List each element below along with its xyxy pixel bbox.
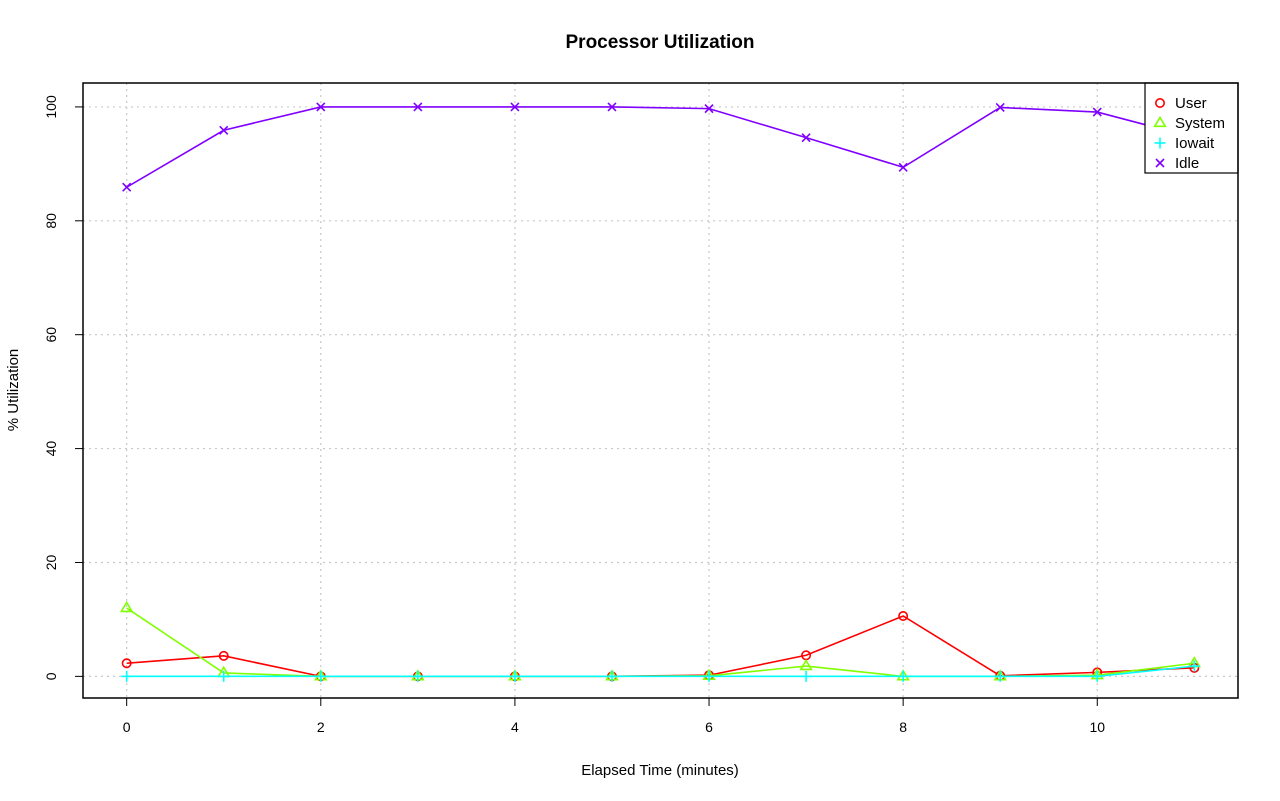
series-line-user xyxy=(126,615,1195,678)
x-tick-label: 10 xyxy=(1089,719,1105,735)
point-system xyxy=(799,658,813,671)
y-tick-label: 0 xyxy=(43,672,59,680)
x-tick-label: 4 xyxy=(511,719,519,735)
x-axis-label: Elapsed Time (minutes) xyxy=(581,762,739,779)
series-line-system xyxy=(126,607,1195,678)
legend-label-iowait: Iowait xyxy=(1175,135,1215,152)
grid-lines xyxy=(83,83,1238,698)
x-tick-label: 0 xyxy=(123,719,131,735)
point-idle xyxy=(316,102,326,112)
legend-label-idle: Idle xyxy=(1175,155,1199,172)
legend-label-system: System xyxy=(1175,115,1225,132)
point-iowait xyxy=(1188,660,1200,672)
y-tick-label: 80 xyxy=(43,213,59,229)
series-lines xyxy=(119,102,1202,682)
legend-item-system: System xyxy=(1153,115,1225,132)
y-axis-label: % Utilization xyxy=(5,349,22,432)
point-idle xyxy=(898,162,908,172)
legend: User System Iowait Idle xyxy=(1144,82,1239,174)
legend-item-iowait: Iowait xyxy=(1154,135,1215,152)
point-system xyxy=(119,600,134,613)
legend-box xyxy=(1144,82,1239,174)
point-idle xyxy=(704,104,714,114)
point-user xyxy=(898,610,909,621)
x-tick-label: 6 xyxy=(705,719,713,735)
legend-label-user: User xyxy=(1175,95,1207,112)
series-idle xyxy=(122,102,1199,192)
y-tick-label: 60 xyxy=(43,327,59,343)
legend-marker-user xyxy=(1155,98,1166,109)
y-tick-label: 100 xyxy=(43,95,59,119)
point-iowait xyxy=(218,670,230,682)
point-iowait xyxy=(800,670,812,682)
point-idle xyxy=(801,133,811,143)
legend-marker-iowait xyxy=(1154,137,1166,149)
legend-item-idle: Idle xyxy=(1155,155,1199,172)
point-iowait xyxy=(994,670,1006,682)
point-iowait xyxy=(315,670,327,682)
x-tick-label: 8 xyxy=(899,719,907,735)
point-idle xyxy=(607,102,617,112)
point-iowait xyxy=(606,670,618,682)
y-tick-label: 20 xyxy=(43,554,59,570)
point-user xyxy=(121,658,132,669)
plot-frame xyxy=(82,82,1239,699)
legend-marker-idle xyxy=(1155,158,1165,168)
legend-marker-system xyxy=(1153,115,1167,128)
point-idle xyxy=(1092,107,1102,117)
point-iowait xyxy=(703,670,715,682)
point-iowait xyxy=(412,670,424,682)
point-idle xyxy=(995,102,1005,113)
point-user xyxy=(218,650,229,661)
point-idle xyxy=(122,182,132,192)
point-iowait xyxy=(897,670,909,682)
series-line-idle xyxy=(126,106,1195,188)
x-tick-label: 2 xyxy=(317,719,325,735)
point-idle xyxy=(413,102,423,112)
chart-title: Processor Utilization xyxy=(566,32,755,53)
series-user xyxy=(121,610,1200,682)
y-tick-label: 40 xyxy=(43,441,59,457)
legend-item-user: User xyxy=(1155,95,1207,112)
point-iowait xyxy=(1091,670,1103,682)
series-iowait xyxy=(121,660,1200,682)
point-idle xyxy=(510,102,520,112)
point-iowait xyxy=(509,670,521,682)
series-line-iowait xyxy=(126,665,1195,678)
point-idle xyxy=(219,125,229,135)
point-iowait xyxy=(121,670,133,682)
